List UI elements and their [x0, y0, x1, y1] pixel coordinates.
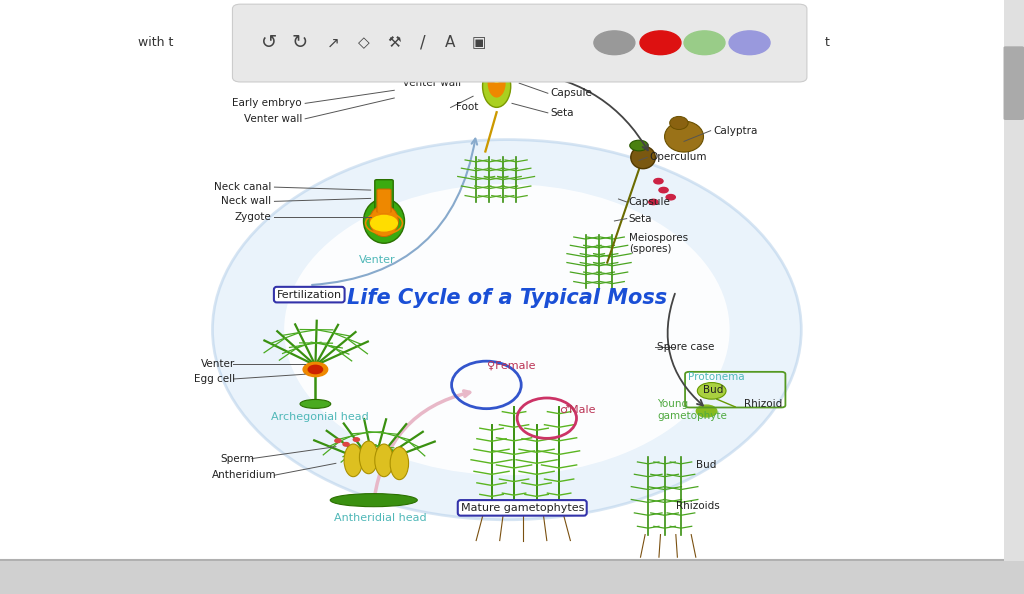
Ellipse shape [364, 198, 404, 244]
Bar [0, 561, 1024, 594]
Text: Egg cell: Egg cell [195, 374, 236, 384]
Circle shape [303, 362, 328, 377]
Text: Spore case: Spore case [657, 343, 715, 352]
Text: Sporophyte: Sporophyte [614, 69, 678, 79]
Text: Venter wall: Venter wall [244, 114, 302, 124]
Text: ⚒: ⚒ [387, 35, 401, 50]
Text: Young
gametophyte: Young gametophyte [657, 399, 727, 421]
Text: Calyptra: Calyptra [714, 126, 758, 135]
Text: Foot: Foot [456, 102, 478, 112]
Ellipse shape [344, 444, 362, 476]
Text: Enlarged
venter wall: Enlarged venter wall [403, 67, 461, 88]
Circle shape [696, 405, 717, 417]
Ellipse shape [330, 494, 418, 507]
Text: Seta: Seta [550, 108, 573, 118]
FancyBboxPatch shape [377, 189, 391, 213]
Text: ↺: ↺ [261, 33, 278, 52]
Text: Bud: Bud [703, 386, 724, 395]
Ellipse shape [670, 116, 688, 129]
Ellipse shape [492, 70, 502, 83]
Text: ♂Male: ♂Male [559, 405, 596, 415]
Ellipse shape [482, 65, 511, 108]
Circle shape [667, 195, 676, 200]
Ellipse shape [487, 68, 506, 97]
Ellipse shape [631, 146, 655, 169]
Text: Seta: Seta [629, 214, 652, 223]
Ellipse shape [300, 399, 331, 409]
Ellipse shape [213, 140, 801, 520]
Text: Sperm: Sperm [220, 454, 254, 463]
Text: Capsule: Capsule [629, 197, 671, 207]
Ellipse shape [390, 447, 409, 480]
Circle shape [654, 179, 664, 184]
Circle shape [371, 216, 397, 231]
Ellipse shape [284, 184, 729, 475]
Ellipse shape [370, 206, 398, 236]
FancyBboxPatch shape [1004, 46, 1024, 120]
Circle shape [594, 31, 635, 55]
Text: Calyptra: Calyptra [543, 69, 587, 79]
Ellipse shape [630, 140, 648, 151]
Text: ↗: ↗ [327, 35, 339, 50]
FancyBboxPatch shape [232, 4, 807, 82]
Text: Operculum: Operculum [649, 153, 707, 162]
FancyBboxPatch shape [1004, 0, 1024, 594]
Text: ◇: ◇ [357, 35, 370, 50]
Text: Capsule: Capsule [550, 89, 592, 98]
Ellipse shape [375, 444, 393, 476]
Text: Neck canal: Neck canal [214, 182, 271, 192]
Circle shape [353, 438, 359, 441]
Text: ▣: ▣ [472, 35, 486, 50]
Circle shape [308, 365, 323, 374]
Text: Protonema: Protonema [688, 372, 744, 382]
Text: Rhizoid: Rhizoid [744, 399, 782, 409]
Ellipse shape [665, 121, 703, 152]
Circle shape [343, 443, 349, 446]
Text: Life Cycle of a Typical Moss: Life Cycle of a Typical Moss [347, 288, 667, 308]
Text: A: A [445, 35, 456, 50]
Text: Early embryo: Early embryo [232, 99, 302, 108]
Circle shape [640, 31, 681, 55]
Text: Bud: Bud [696, 460, 717, 469]
Text: Venter: Venter [358, 255, 395, 265]
Text: Meiospores
(spores): Meiospores (spores) [629, 233, 688, 254]
Text: ↻: ↻ [292, 33, 308, 52]
Circle shape [729, 31, 770, 55]
Text: Antheridial head: Antheridial head [334, 513, 426, 523]
Text: /: / [420, 34, 426, 52]
Text: Zygote: Zygote [234, 212, 271, 222]
Circle shape [649, 200, 657, 204]
Text: Venter: Venter [202, 359, 236, 368]
Text: Antheridium: Antheridium [212, 470, 276, 480]
Text: ♀Female: ♀Female [487, 361, 536, 371]
Text: Neck wall: Neck wall [221, 197, 271, 206]
Circle shape [659, 188, 668, 192]
Text: Rhizoids: Rhizoids [676, 501, 720, 511]
Circle shape [684, 31, 725, 55]
Circle shape [335, 439, 341, 443]
Ellipse shape [697, 383, 726, 399]
FancyBboxPatch shape [375, 179, 393, 209]
Text: t: t [824, 36, 829, 49]
Text: with t: with t [138, 36, 174, 49]
Ellipse shape [359, 441, 378, 474]
Text: Archegonial head: Archegonial head [270, 412, 369, 422]
Text: Mature gametophytes: Mature gametophytes [461, 503, 584, 513]
Text: Fertilization: Fertilization [276, 290, 342, 299]
